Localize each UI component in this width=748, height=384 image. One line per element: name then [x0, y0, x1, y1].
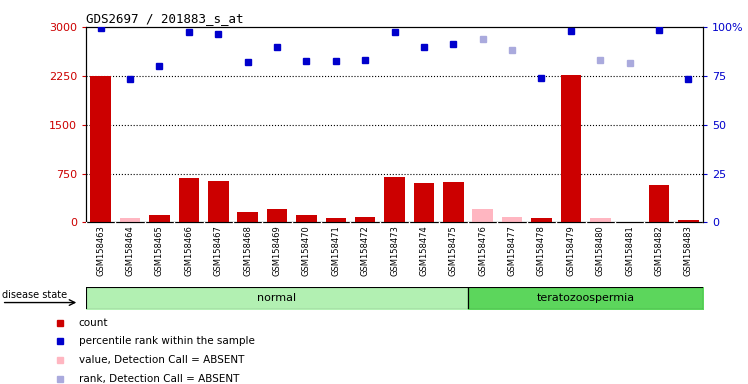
- Bar: [473, 209, 493, 222]
- Bar: [443, 182, 464, 222]
- Bar: [502, 217, 522, 222]
- Text: GSM158471: GSM158471: [331, 225, 340, 276]
- Text: GSM158464: GSM158464: [126, 225, 135, 276]
- Bar: [237, 212, 258, 222]
- Text: count: count: [79, 318, 108, 328]
- Text: GSM158476: GSM158476: [478, 225, 487, 276]
- Text: GSM158473: GSM158473: [390, 225, 399, 276]
- Text: GSM158482: GSM158482: [654, 225, 663, 276]
- Bar: [179, 178, 199, 222]
- Text: GSM158481: GSM158481: [625, 225, 634, 276]
- Text: normal: normal: [257, 293, 297, 303]
- Text: GSM158477: GSM158477: [508, 225, 517, 276]
- Text: teratozoospermia: teratozoospermia: [536, 293, 634, 303]
- Bar: [590, 218, 610, 222]
- Bar: [296, 215, 316, 222]
- Text: GSM158465: GSM158465: [155, 225, 164, 276]
- Text: GSM158472: GSM158472: [361, 225, 370, 276]
- Bar: [325, 218, 346, 222]
- Bar: [149, 215, 170, 222]
- Text: GSM158470: GSM158470: [302, 225, 311, 276]
- Bar: [560, 75, 581, 222]
- Bar: [384, 177, 405, 222]
- Text: GSM158469: GSM158469: [272, 225, 281, 276]
- Text: GSM158467: GSM158467: [214, 225, 223, 276]
- Text: GSM158466: GSM158466: [184, 225, 194, 276]
- Text: GSM158478: GSM158478: [537, 225, 546, 276]
- Text: GSM158475: GSM158475: [449, 225, 458, 276]
- Bar: [355, 217, 375, 222]
- Bar: [267, 209, 287, 222]
- Bar: [120, 218, 141, 222]
- Bar: [678, 220, 699, 222]
- Text: GSM158463: GSM158463: [96, 225, 105, 276]
- Text: value, Detection Call = ABSENT: value, Detection Call = ABSENT: [79, 355, 244, 365]
- Text: GSM158480: GSM158480: [595, 225, 605, 276]
- Bar: [414, 183, 435, 222]
- Bar: [649, 185, 669, 222]
- Text: disease state: disease state: [1, 290, 67, 300]
- Text: GSM158468: GSM158468: [243, 225, 252, 276]
- Text: GSM158479: GSM158479: [566, 225, 575, 276]
- Bar: [91, 76, 111, 222]
- Bar: [208, 181, 229, 222]
- Text: GSM158483: GSM158483: [684, 225, 693, 276]
- Text: percentile rank within the sample: percentile rank within the sample: [79, 336, 254, 346]
- Text: GDS2697 / 201883_s_at: GDS2697 / 201883_s_at: [86, 12, 244, 25]
- Bar: [531, 218, 552, 222]
- Text: GSM158474: GSM158474: [420, 225, 429, 276]
- Text: rank, Detection Call = ABSENT: rank, Detection Call = ABSENT: [79, 374, 239, 384]
